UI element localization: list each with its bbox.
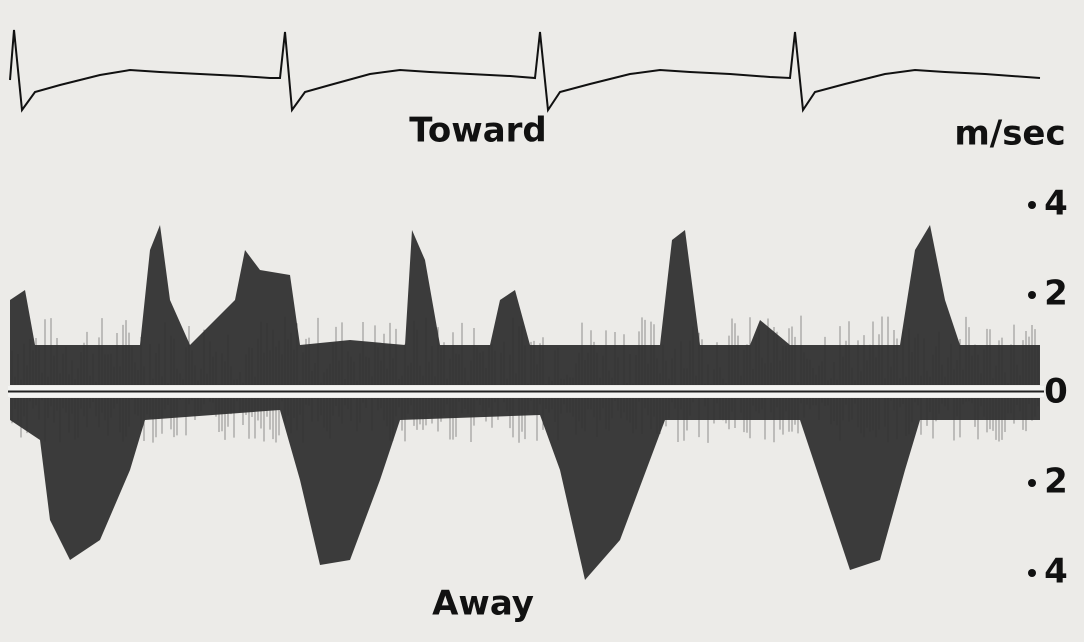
tick-dot [1028, 569, 1036, 577]
ecg-trace [9, 29, 1041, 113]
unit-label: m/sec [954, 114, 1065, 154]
tick-dot [1028, 479, 1036, 487]
tick-dot [1028, 201, 1036, 209]
tick-label: 0 [1044, 372, 1068, 412]
tick-label: 2 [1044, 274, 1068, 314]
tick-label: 2 [1044, 462, 1068, 502]
toward-label: Toward [409, 111, 547, 151]
tick-dot [1028, 291, 1036, 299]
spectrum-texture [11, 315, 1039, 443]
tick-label: 4 [1044, 552, 1068, 592]
away-label: Away [432, 584, 534, 624]
away-spectrum [10, 398, 1040, 580]
tick-label: 4 [1044, 184, 1068, 224]
scale-ticks: 4 2 0 2 4 [1028, 184, 1068, 592]
